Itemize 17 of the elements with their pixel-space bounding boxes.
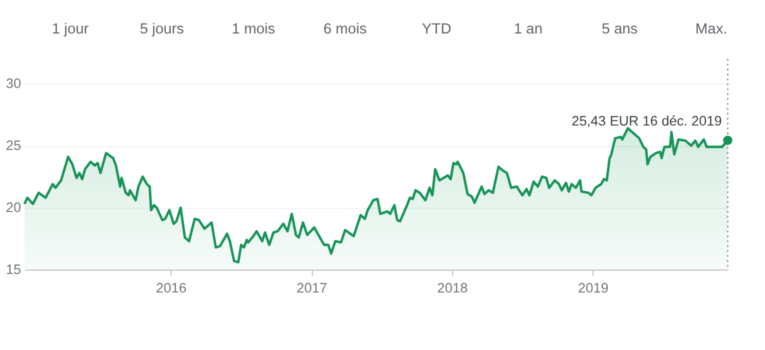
text: Max.	[695, 21, 728, 38]
x-tick-label: 2019	[578, 280, 608, 296]
x-tick-label: 2016	[156, 280, 187, 296]
x-tick-label: 2017	[296, 280, 328, 296]
annotation: 25,43 EUR 16 déc. 2019	[572, 114, 722, 129]
y-tick-label: 25	[6, 138, 22, 154]
text: 1 an	[514, 21, 543, 38]
y-tick-label: 15	[6, 262, 22, 278]
text: 5 ans	[602, 21, 638, 38]
text: 1 jour	[52, 21, 89, 38]
text: 6 mois	[323, 21, 367, 38]
x-tick-label: 2018	[437, 280, 468, 296]
text: 1 mois	[232, 21, 276, 38]
text: 5 jours	[140, 21, 184, 38]
y-tick-label: 20	[6, 200, 22, 216]
y-tick-label: 30	[6, 76, 22, 92]
text: YTD	[422, 21, 452, 38]
